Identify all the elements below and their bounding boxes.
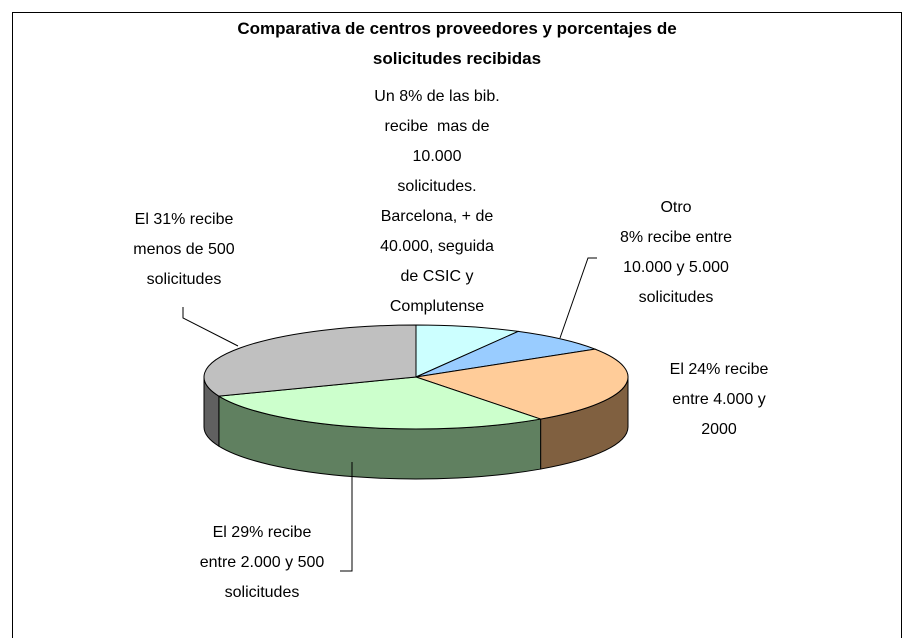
slice-label: El 29% recibe entre 2.000 y 500 solicitu…: [199, 524, 325, 601]
pie-slice: [415, 324, 520, 378]
pie-slice: [415, 330, 597, 378]
slice-label: El 31% recibe menos de 500 solicitudes: [133, 211, 235, 288]
leader-line: [340, 462, 353, 572]
pie-slice: [415, 348, 629, 420]
leader-lines: [182, 257, 597, 572]
pie-slice: [203, 324, 417, 397]
pie-slice: [217, 376, 541, 430]
pie-tops: [203, 324, 629, 430]
leader-line: [559, 257, 597, 339]
slice-label: Un 8% de las bib. recibe mas de 10.000 s…: [374, 88, 500, 315]
leader-line: [182, 307, 239, 347]
slice-label: El 24% recibe entre 4.000 y 2000: [669, 361, 769, 438]
chart-title: Comparativa de centros proveedores y por…: [237, 19, 677, 68]
chart-frame: [12, 12, 902, 638]
slice-label: Otro 8% recibe entre 10.000 y 5.000 soli…: [619, 199, 733, 306]
